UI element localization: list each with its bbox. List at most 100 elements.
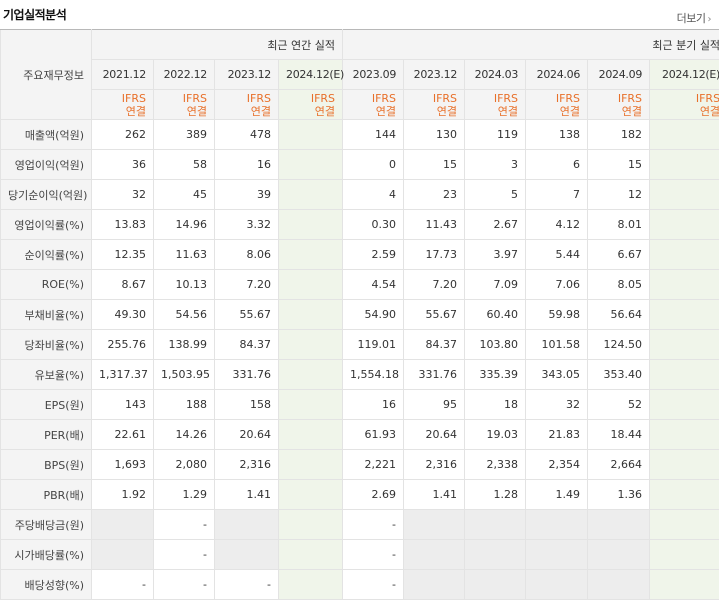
table-cell: 4 (342, 179, 405, 210)
table-cell: 8.67 (91, 269, 154, 300)
table-cell (277, 449, 344, 480)
table-cell: 60.40 (464, 299, 527, 330)
period-header: 2024.06 (525, 59, 589, 90)
table-cell: 2,221 (342, 449, 405, 480)
row-label: 주당배당금(원) (0, 509, 92, 540)
row-label: 당좌비율(%) (0, 329, 92, 360)
table-row: 시가배당률(%) - - (0, 539, 719, 570)
period-header: 2023.12 (214, 59, 279, 90)
table-cell: 18.44 (587, 419, 651, 450)
table-cell: 4.12 (525, 209, 589, 240)
table-cell: 124.50 (587, 329, 651, 360)
table-row: EPS(원) 143 188 158 16 95 18 32 52 (0, 389, 719, 420)
table-cell: 4.54 (342, 269, 405, 300)
table-cell: - (214, 569, 279, 600)
table-cell: 32 (91, 179, 154, 210)
table-cell (649, 449, 719, 480)
row-label: 순이익률(%) (0, 239, 92, 270)
table-cell: 61.93 (342, 419, 405, 450)
ifrs-badge: IFRS 연결 (153, 89, 215, 120)
ifrs-consolidated-label: 연결 (125, 104, 146, 118)
table-cell: 12 (587, 179, 651, 210)
table-cell: 7.09 (464, 269, 527, 300)
financial-table: 주요재무정보 최근 연간 실적 최근 분기 실적 2021.12 2022.12 2… (0, 29, 719, 600)
ifrs-badge: IFRS 연결 (464, 89, 527, 120)
table-cell (403, 539, 466, 570)
table-cell: 143 (91, 389, 154, 420)
table-cell: 144 (342, 119, 405, 150)
ifrs-badge: IFRS 연결 (214, 89, 279, 120)
table-cell: 1.92 (91, 479, 154, 510)
table-cell: 3.97 (464, 239, 527, 270)
ifrs-badge: IFRS 연결 (342, 89, 405, 120)
table-cell: 59.98 (525, 299, 589, 330)
table-cell (587, 509, 651, 540)
section-header: 기업실적분석 더보기 › (0, 0, 719, 30)
table-cell (649, 119, 719, 150)
table-cell: 331.76 (214, 359, 279, 390)
row-label: 시가배당률(%) (0, 539, 92, 570)
ifrs-badge: IFRS 연결 (587, 89, 651, 120)
table-body: 매출액(억원) 262 389 478 144 130 119 138 182 영업이익(억원) 3… (0, 119, 719, 600)
ifrs-badge: IFRS 연결 (403, 89, 466, 120)
table-cell (649, 209, 719, 240)
table-cell: 2,338 (464, 449, 527, 480)
table-cell: 11.63 (153, 239, 215, 270)
table-cell: 158 (214, 389, 279, 420)
table-cell: 7.20 (214, 269, 279, 300)
table-cell: 12.35 (91, 239, 154, 270)
table-cell: 182 (587, 119, 651, 150)
table-cell: 138.99 (153, 329, 215, 360)
table-cell: 11.43 (403, 209, 466, 240)
ifrs-standard-label: IFRS (182, 91, 207, 105)
table-cell: 119 (464, 119, 527, 150)
table-cell: 2,354 (525, 449, 589, 480)
table-cell: 10.13 (153, 269, 215, 300)
table-cell: 18 (464, 389, 527, 420)
table-row: 영업이익률(%) 13.83 14.96 3.32 0.30 11.43 2.67 4.12 8… (0, 209, 719, 240)
table-cell: 45 (153, 179, 215, 210)
table-cell: 16 (214, 149, 279, 180)
period-header: 2021.12 (91, 59, 154, 90)
table-cell: 0 (342, 149, 405, 180)
section-title: 기업실적분석 (3, 8, 67, 22)
row-label: 부채비율(%) (0, 299, 92, 330)
table-cell (464, 569, 527, 600)
ifrs-badge: IFRS 연결 (91, 89, 154, 120)
table-cell: 130 (403, 119, 466, 150)
table-cell: 20.64 (403, 419, 466, 450)
table-cell: 2.59 (342, 239, 405, 270)
table-cell (277, 479, 344, 510)
table-cell: 22.61 (91, 419, 154, 450)
more-link[interactable]: 더보기 › (677, 10, 712, 26)
table-cell (277, 509, 344, 540)
table-cell: 255.76 (91, 329, 154, 360)
table-cell: 262 (91, 119, 154, 150)
table-cell (649, 419, 719, 450)
table-cell: 8.05 (587, 269, 651, 300)
header-label: 주요재무정보 (0, 29, 92, 120)
table-cell: 2,316 (403, 449, 466, 480)
table-cell: 54.90 (342, 299, 405, 330)
table-cell: 1.36 (587, 479, 651, 510)
table-cell: 331.76 (403, 359, 466, 390)
table-cell: 8.06 (214, 239, 279, 270)
table-cell: 52 (587, 389, 651, 420)
table-cell: 188 (153, 389, 215, 420)
row-label: PBR(배) (0, 479, 92, 510)
table-cell: 3 (464, 149, 527, 180)
table-cell: 3.32 (214, 209, 279, 240)
table-cell (525, 539, 589, 570)
table-cell: 1,554.18 (342, 359, 405, 390)
row-label: 배당성향(%) (0, 569, 92, 600)
table-cell: 0.30 (342, 209, 405, 240)
table-cell (277, 359, 344, 390)
table-cell (277, 299, 344, 330)
table-cell: 15 (587, 149, 651, 180)
table-cell (277, 269, 344, 300)
table-cell: 20.64 (214, 419, 279, 450)
table-cell (91, 539, 154, 570)
ifrs-standard-label: IFRS (493, 91, 519, 105)
table-row: PBR(배) 1.92 1.29 1.41 2.69 1.41 1.28 1.49 1.36 (0, 479, 719, 510)
table-row: 당좌비율(%) 255.76 138.99 84.37 119.01 84.37 103.8… (0, 329, 719, 360)
